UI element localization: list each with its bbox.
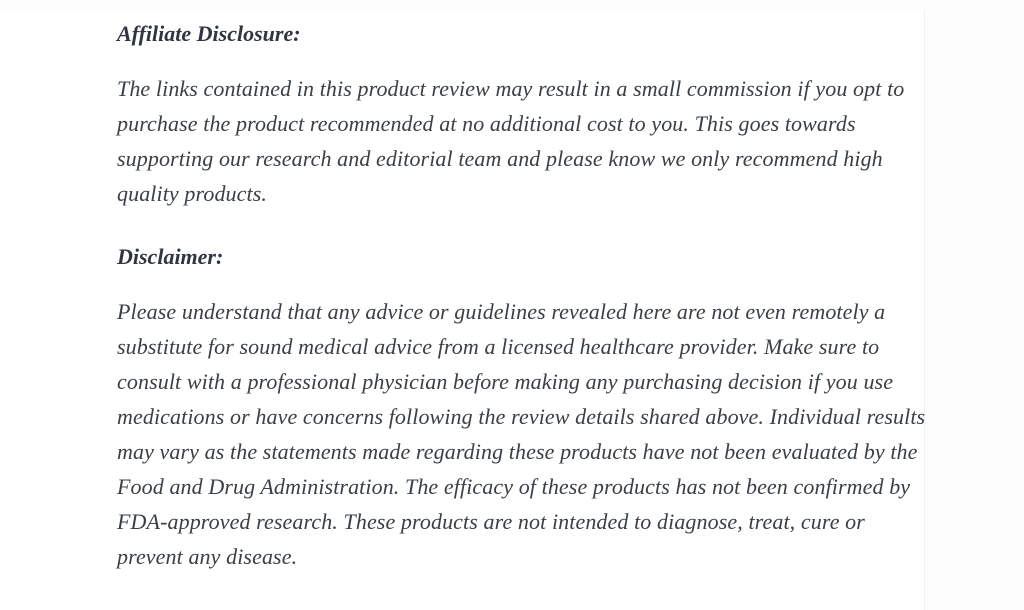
article-content: Affiliate Disclosure: The links containe… [117,16,929,602]
article-page-background: Affiliate Disclosure: The links containe… [0,10,925,610]
affiliate-disclosure-text: The links contained in this product revi… [117,76,905,206]
affiliate-disclosure-heading: Affiliate Disclosure: [117,21,301,46]
disclaimer-heading: Disclaimer: [117,244,224,269]
disclaimer-text: Please understand that any advice or gui… [117,299,926,569]
